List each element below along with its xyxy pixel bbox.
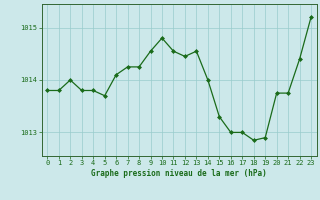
X-axis label: Graphe pression niveau de la mer (hPa): Graphe pression niveau de la mer (hPa) <box>91 169 267 178</box>
